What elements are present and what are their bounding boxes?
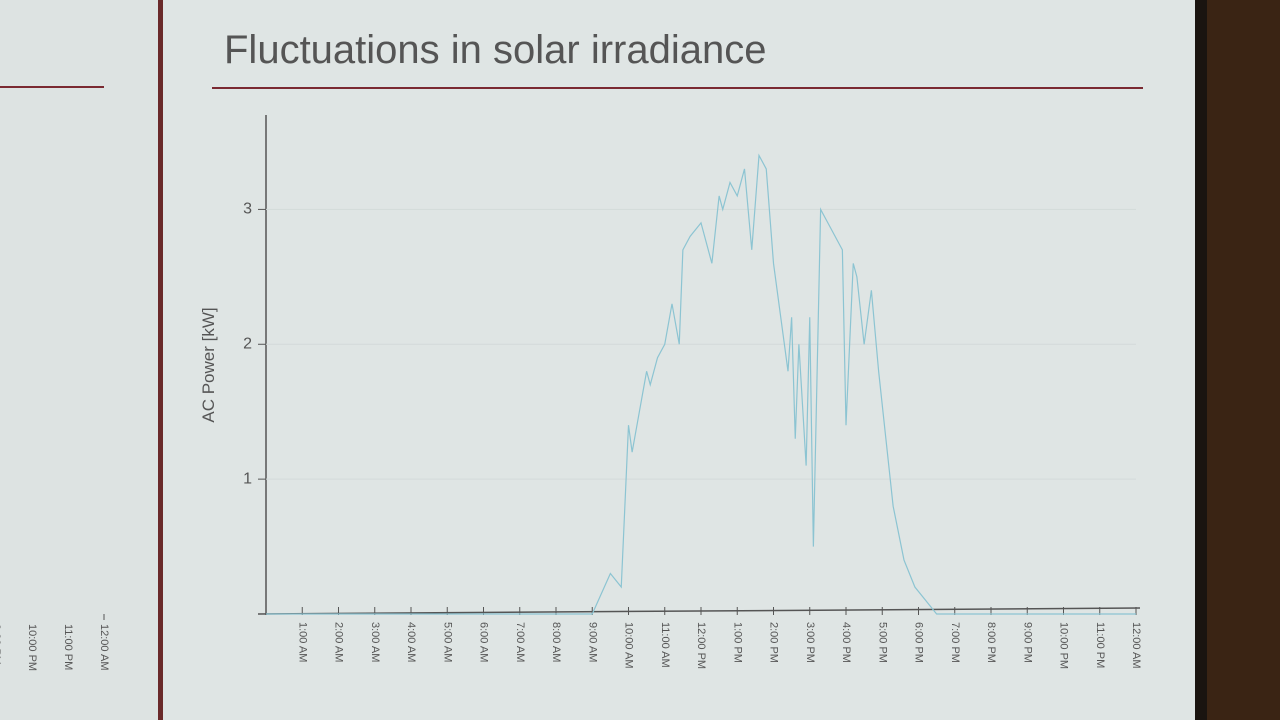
x-tick-label: 6:00 PM [913,622,925,663]
x-tick-label: 3:00 AM [369,622,381,662]
x-tick-label: 12:00 AM [1130,622,1142,668]
x-tick-label: 9:00 AM [586,622,598,662]
x-tick-label: 12:00 PM [695,622,707,669]
x-tick-label: 3:00 PM [804,622,816,663]
x-tick-label: 8:00 PM [985,622,997,663]
left-slide-tick-label: 11:00 PM [62,624,74,670]
left-slide-tick-label: 9:00 PM [0,624,2,665]
x-tick-label: 1:00 AM [296,622,308,662]
x-tick-label: 6:00 AM [478,622,490,662]
x-tick-label: 2:00 PM [768,622,780,663]
slide-divider [158,0,163,720]
x-tick-label: 4:00 PM [840,622,852,663]
x-tick-label: 9:00 PM [1021,622,1033,663]
data-line [266,153,1136,615]
main-slide [163,0,1195,720]
x-tick-label: 11:00 PM [1094,622,1106,668]
left-slide-tick-label: 12:00 AM [98,624,110,670]
x-tick-label: 5:00 AM [441,622,453,662]
left-slide-tick-label: 10:00 PM [26,624,38,671]
x-tick-label: 7:00 AM [514,622,526,662]
chart-title: Fluctuations in solar irradiance [224,28,766,72]
x-tick-label: 8:00 AM [550,622,562,662]
y-tick-label: 2 [243,335,252,352]
x-tick-label: 1:00 PM [731,622,743,663]
x-tick-label: 10:00 PM [1058,622,1070,669]
x-tick-label: 4:00 AM [405,622,417,662]
left-slide [0,0,160,720]
x-axis [257,607,1141,615]
y-tick-label: 1 [243,470,252,487]
x-tick-label: 11:00 AM [659,622,671,668]
screen-edge [1195,0,1207,720]
y-axis-label: AC Power [kW] [199,307,218,422]
x-tick-label: 10:00 AM [623,622,635,668]
x-tick-label: 5:00 PM [876,622,888,663]
y-tick-label: 3 [243,201,252,218]
x-tick-label: 2:00 AM [333,622,345,662]
x-tick-label: 7:00 PM [949,622,961,663]
